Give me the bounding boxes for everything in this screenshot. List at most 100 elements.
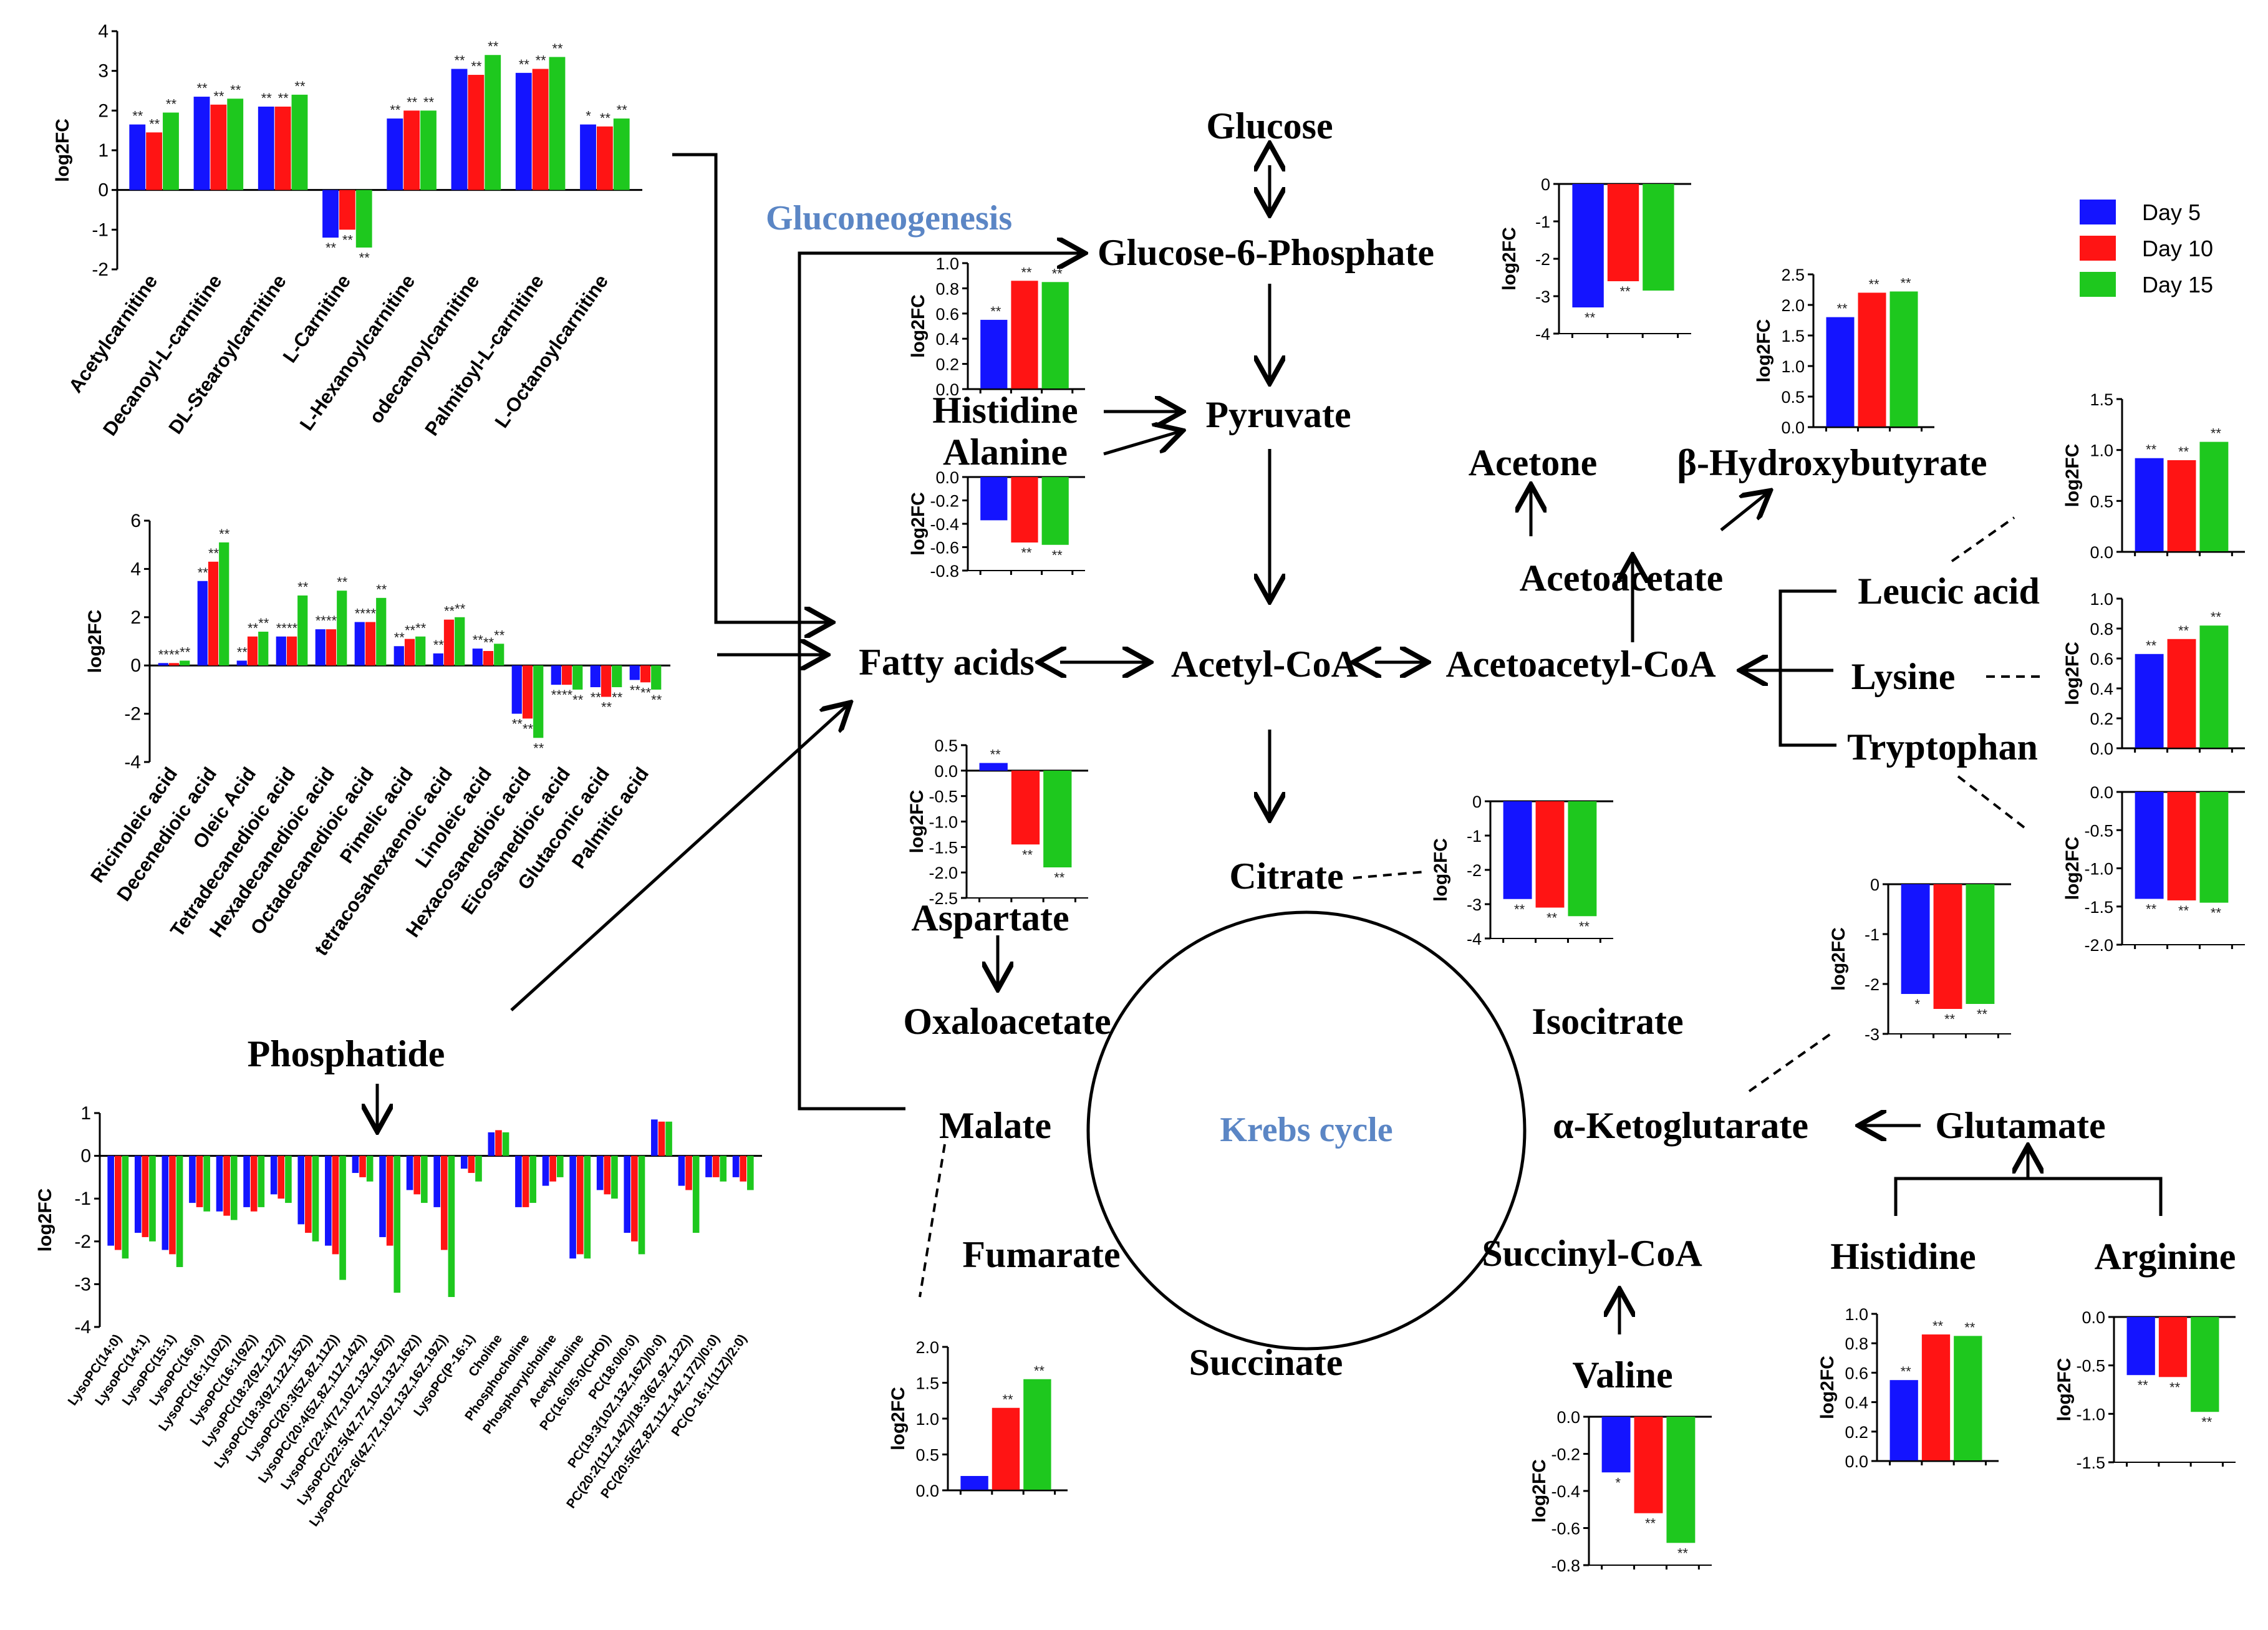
category-label: DL-Stearoylcarnitine bbox=[164, 271, 291, 438]
y-tick-label: 1 bbox=[98, 140, 109, 161]
label-krebs-cycle: Krebs cycle bbox=[1220, 1111, 1392, 1149]
significance-mark: ** bbox=[512, 716, 523, 732]
y-tick-label: -0.2 bbox=[930, 492, 959, 511]
bar-phosphatide-2-23 bbox=[747, 1155, 754, 1190]
significance-mark: ** bbox=[342, 232, 354, 248]
chart-citrate: -4 -3 -2 -1 0 log2FC ** ** ** bbox=[1431, 793, 1613, 948]
significance-mark: * bbox=[1615, 1475, 1621, 1490]
bar-carnitines-2-0 bbox=[163, 112, 179, 190]
bar-bhb-1-0 bbox=[1858, 292, 1886, 427]
bracket-histidine-arginine bbox=[1894, 1177, 2163, 1216]
bar-phosphatide-1-13 bbox=[468, 1155, 475, 1174]
y-tick-label: 0.4 bbox=[1845, 1394, 1868, 1412]
bar-phosphatide-0-4 bbox=[216, 1155, 223, 1212]
bar-phosphatide-1-10 bbox=[386, 1155, 393, 1246]
significance-mark: ** bbox=[601, 700, 612, 715]
significance-mark: ** bbox=[407, 94, 418, 110]
bar-lysine-2-0 bbox=[2199, 625, 2229, 748]
legend-label-day5: Day 5 bbox=[2142, 200, 2201, 225]
dash-akg-chart bbox=[1748, 1031, 1835, 1092]
significance-mark: ** bbox=[1514, 902, 1525, 917]
y-tick-label: 0.4 bbox=[935, 330, 959, 349]
y-tick-label: -0.5 bbox=[929, 788, 958, 806]
bar-akg-0-0 bbox=[1901, 884, 1930, 994]
bar-phosphatide-2-15 bbox=[529, 1155, 536, 1203]
bar-phosphatide-1-19 bbox=[631, 1155, 638, 1242]
significance-mark: ** bbox=[990, 304, 1001, 319]
significance-mark: ** bbox=[132, 109, 143, 124]
category-label: L-Hexanoylcarnitine bbox=[296, 271, 420, 435]
bar-valine-2-0 bbox=[1666, 1417, 1696, 1543]
significance-mark: ** bbox=[1900, 275, 1911, 291]
y-tick-label: 2.5 bbox=[1781, 266, 1805, 284]
y-tick-label: -3 bbox=[1535, 287, 1550, 306]
bar-histidine_bottom-2-0 bbox=[1954, 1336, 1982, 1461]
bar-phosphatide-0-11 bbox=[406, 1155, 413, 1190]
bar-carnitines-1-3 bbox=[339, 190, 355, 230]
bar-carnitines-1-0 bbox=[146, 132, 163, 190]
significance-mark: ** bbox=[536, 52, 547, 68]
significance-mark: ** bbox=[1964, 1319, 1976, 1335]
y-tick-label: 1.0 bbox=[2090, 441, 2113, 460]
chart-histidine_top: 0.0 0.2 0.4 0.6 0.8 1.0 log2FC ** ** ** bbox=[908, 254, 1085, 399]
bar-carnitines-2-6 bbox=[549, 57, 566, 190]
y-tick-label: 1.5 bbox=[1781, 327, 1805, 345]
y-tick-label: -0.2 bbox=[1551, 1445, 1580, 1464]
bar-fattyacids-2-6 bbox=[415, 636, 426, 666]
y-tick-label: -1.0 bbox=[929, 813, 958, 832]
legend-label-day15: Day 15 bbox=[2142, 272, 2213, 297]
significance-mark: ** bbox=[640, 685, 652, 700]
arrow-alanine-pyruvate bbox=[1103, 432, 1180, 456]
bar-phosphatide-2-14 bbox=[502, 1132, 509, 1156]
significance-mark: ** bbox=[258, 615, 269, 631]
significance-mark: ** bbox=[276, 620, 287, 636]
bar-phosphatide-2-18 bbox=[611, 1155, 618, 1199]
bar-fattyacids-2-10 bbox=[572, 665, 583, 690]
bar-phosphatide-2-21 bbox=[692, 1155, 700, 1233]
bar-phosphatide-0-1 bbox=[134, 1155, 142, 1233]
dash-citrate-chart bbox=[1353, 870, 1426, 879]
label-histidine-top: Histidine bbox=[932, 390, 1078, 431]
y-tick-label: 0.0 bbox=[915, 1482, 939, 1500]
bar-fattyacids-1-2 bbox=[247, 636, 258, 666]
label-citrate: Citrate bbox=[1229, 856, 1343, 897]
bracket-leucic-tryptophan bbox=[1778, 589, 1836, 747]
y-tick-label: 0.2 bbox=[935, 355, 959, 374]
chart-aspartate: -2.5 -2.0 -1.5 -1.0 -0.5 0.0 0.5 log2FC ** ** ** bbox=[907, 736, 1088, 908]
significance-mark: ** bbox=[405, 623, 416, 639]
bar-carnitines-1-1 bbox=[210, 104, 227, 190]
bar-phosphatide-0-10 bbox=[379, 1155, 386, 1237]
y-tick-label: -2 bbox=[1865, 975, 1880, 994]
legend-swatch-day5 bbox=[2080, 200, 2116, 224]
significance-mark: ** bbox=[213, 89, 224, 104]
bar-phosphatide-1-11 bbox=[413, 1155, 421, 1195]
bar-histidine_bottom-1-0 bbox=[1921, 1334, 1951, 1461]
y-tick-label: 2 bbox=[98, 100, 109, 121]
significance-mark: ** bbox=[390, 102, 401, 118]
bar-g6p-2-0 bbox=[1643, 184, 1674, 291]
significance-mark: ** bbox=[208, 546, 220, 561]
bar-phosphatide-0-20 bbox=[651, 1119, 658, 1156]
bar-phosphatide-0-21 bbox=[678, 1155, 685, 1186]
bar-fattyacids-2-5 bbox=[376, 597, 387, 666]
bar-fattyacids-1-10 bbox=[561, 665, 572, 685]
y-tick-label: -0.4 bbox=[930, 515, 959, 534]
significance-mark: * bbox=[586, 109, 591, 124]
bar-akg-2-0 bbox=[1966, 884, 1995, 1004]
y-tick-label: 0.0 bbox=[2090, 543, 2113, 562]
significance-mark: ** bbox=[230, 82, 241, 98]
y-tick-label: -3 bbox=[1865, 1025, 1880, 1044]
bar-fattyacids-0-4 bbox=[315, 629, 326, 666]
dash-leucic-chart bbox=[1951, 516, 2015, 562]
significance-mark: ** bbox=[1933, 1318, 1944, 1334]
significance-mark: ** bbox=[551, 687, 562, 703]
chart-tryptophan: -2.0 -1.5 -1.0 -0.5 0.0 log2FC ** ** ** bbox=[2062, 783, 2245, 955]
bar-carnitines-2-1 bbox=[227, 99, 244, 190]
bar-tryptophan-1-0 bbox=[2167, 792, 2196, 900]
y-tick-label: -4 bbox=[1535, 325, 1550, 344]
y-tick-label: -4 bbox=[74, 1317, 91, 1338]
y-axis-label: log2FC bbox=[888, 1387, 909, 1450]
bar-carnitines-1-4 bbox=[403, 110, 420, 190]
label-acetyl-coa: Acetyl-CoA bbox=[1171, 644, 1358, 685]
significance-mark: ** bbox=[2211, 426, 2222, 441]
